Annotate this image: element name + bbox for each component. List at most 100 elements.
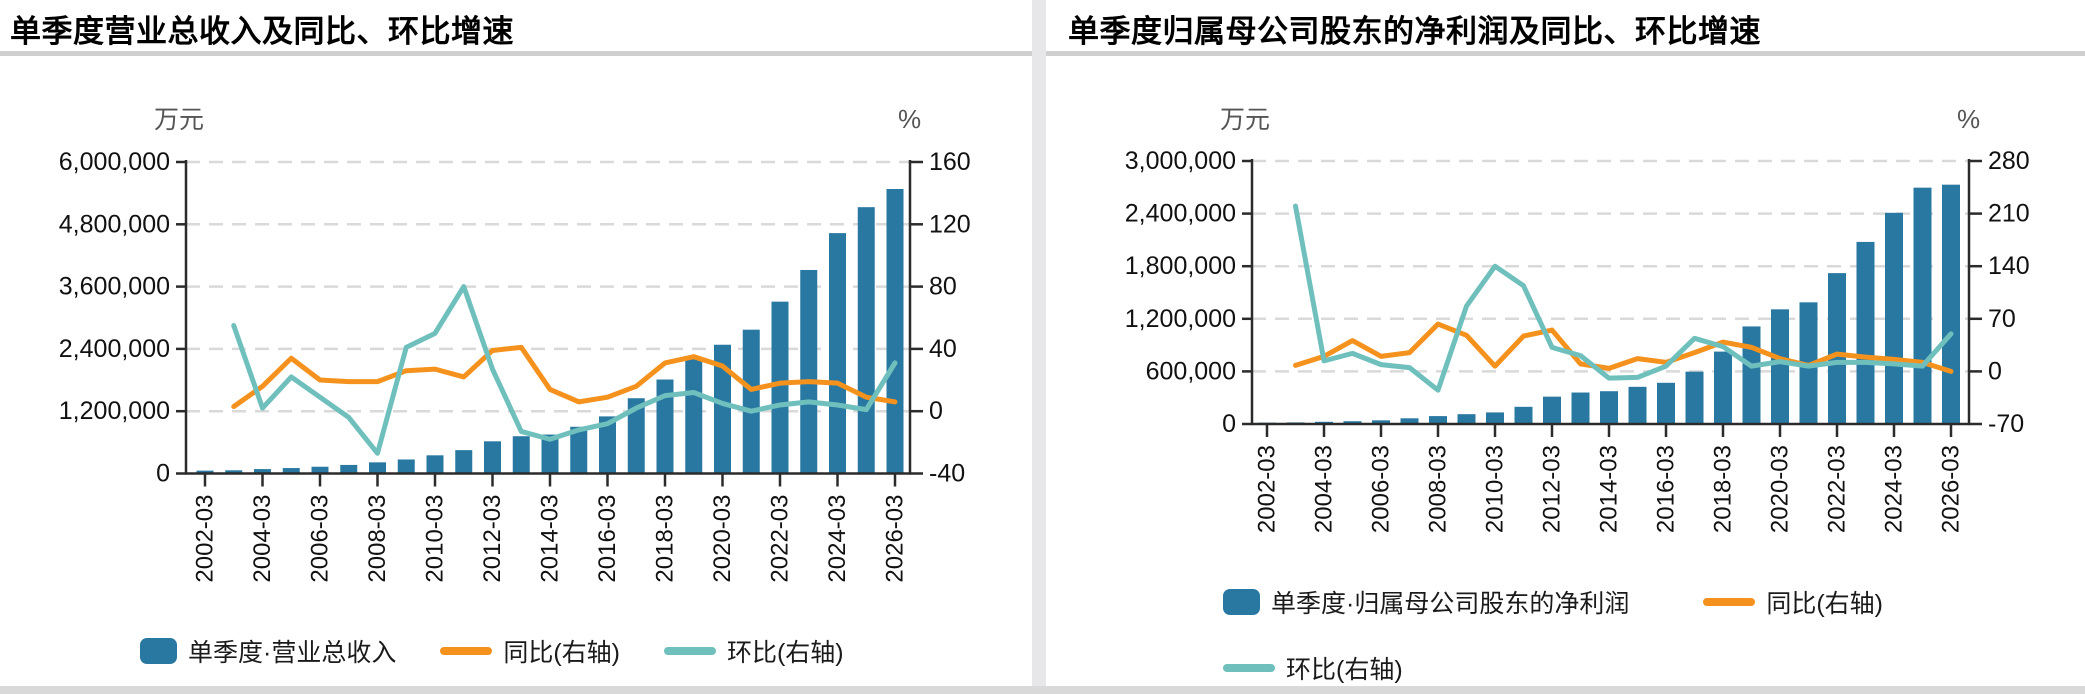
revenue-bar[interactable]: [512, 436, 530, 474]
x-axis-label: 2024-03: [1881, 445, 1908, 533]
revenue-bar[interactable]: [484, 441, 501, 474]
profit-bar[interactable]: [1942, 184, 1960, 424]
x-axis-label: 2026-03: [882, 495, 909, 583]
x-axis-label: 2010-03: [422, 495, 449, 583]
yoy-line[interactable]: [1293, 321, 1954, 374]
revenue-bar[interactable]: [714, 344, 731, 474]
profit-bar[interactable]: [1600, 391, 1618, 424]
legend-item-qoq[interactable]: 环比(右轴): [663, 633, 844, 669]
left-axis-label: 1,200,000: [59, 397, 170, 425]
revenue-bar[interactable]: [369, 462, 386, 474]
legend-item-net-profit[interactable]: 单季度·归属母公司股东的净利润: [1223, 584, 1629, 620]
x-axis-label: 2008-03: [1425, 445, 1452, 533]
legend-label-yoy: 同比(右轴): [1766, 590, 1883, 618]
left-axis-label: 3,000,000: [1125, 147, 1236, 175]
right-axis-label: 0: [929, 397, 943, 425]
revenue-bar[interactable]: [225, 470, 243, 474]
revenue-bar[interactable]: [829, 233, 846, 474]
legend-label-qoq: 环比(右轴): [726, 639, 844, 667]
x-axis-label: 2026-03: [1938, 445, 1965, 533]
x-axis-label: 2018-03: [1710, 445, 1737, 533]
x-axis-label: 2022-03: [1824, 445, 1851, 533]
profit-bar[interactable]: [1486, 412, 1504, 424]
profit-bar[interactable]: [1913, 187, 1932, 424]
profit-bar[interactable]: [1657, 382, 1675, 424]
left-axis-label: 1,800,000: [1125, 252, 1236, 280]
legend-item-revenue[interactable]: 单季度·营业总收入: [140, 633, 396, 669]
left-axis-label: 6,000,000: [59, 148, 170, 176]
yoy-line-swatch-icon: [440, 647, 493, 655]
bottom-scrollbar-track[interactable]: [0, 686, 2085, 694]
net-profit-chart-legend-row1: 单季度·归属母公司股东的净利润 同比(右轴): [1223, 584, 1883, 620]
x-axis-label: 2012-03: [1539, 445, 1566, 533]
profit-bar[interactable]: [1628, 386, 1647, 424]
profit-bar[interactable]: [1514, 406, 1533, 424]
profit-bar[interactable]: [1571, 392, 1590, 424]
yoy-line[interactable]: [231, 344, 898, 410]
revenue-bar[interactable]: [886, 188, 904, 474]
revenue-bar[interactable]: [541, 434, 559, 474]
right-axis-label: 40: [929, 335, 957, 363]
profit-bar[interactable]: [1429, 416, 1447, 424]
bar-swatch-icon: [1223, 589, 1260, 615]
profit-bar[interactable]: [1685, 371, 1704, 424]
revenue-bar[interactable]: [311, 466, 329, 474]
revenue-bar[interactable]: [599, 416, 616, 474]
revenue-bar[interactable]: [196, 470, 214, 474]
revenue-bar[interactable]: [397, 459, 415, 474]
legend-item-qoq[interactable]: 环比(右轴): [1223, 650, 1403, 686]
legend-item-yoy[interactable]: 同比(右轴): [1703, 584, 1883, 620]
profit-bar[interactable]: [1828, 273, 1846, 424]
profit-bar[interactable]: [1400, 418, 1419, 424]
revenue-bar[interactable]: [627, 398, 645, 474]
profit-bar[interactable]: [1742, 326, 1761, 424]
yoy-line-swatch-icon: [1703, 598, 1756, 606]
legend-label-qoq: 环比(右轴): [1286, 656, 1403, 684]
qoq-line[interactable]: [1293, 203, 1954, 393]
profit-bar[interactable]: [1885, 212, 1903, 424]
revenue-bar[interactable]: [771, 301, 789, 474]
profit-bar[interactable]: [1543, 396, 1561, 424]
legend-item-yoy[interactable]: 同比(右轴): [440, 633, 620, 669]
right-axis-label: -40: [929, 460, 965, 488]
revenue-bar[interactable]: [742, 329, 760, 474]
profit-bar[interactable]: [1372, 420, 1390, 424]
x-axis-label: 2008-03: [364, 495, 391, 583]
revenue-bar[interactable]: [800, 269, 818, 474]
x-axis-label: 2016-03: [1653, 445, 1680, 533]
x-axis-label: 2004-03: [249, 495, 276, 583]
revenue-bar[interactable]: [656, 379, 674, 474]
right-axis-label: 70: [1988, 305, 2016, 333]
profit-bar[interactable]: [1771, 309, 1789, 424]
profit-bar[interactable]: [1457, 414, 1476, 424]
right-axis-label: 80: [929, 273, 957, 301]
revenue-bar[interactable]: [282, 468, 300, 474]
panel-divider: [1032, 0, 1046, 694]
profit-bar[interactable]: [1856, 241, 1875, 424]
left-unit-label: 万元: [154, 106, 204, 134]
qoq-line[interactable]: [231, 284, 898, 456]
qoq-line-swatch-icon: [1223, 664, 1275, 672]
revenue-bar[interactable]: [254, 469, 271, 474]
x-axis-label: 2004-03: [1311, 445, 1338, 533]
profit-bar[interactable]: [1714, 351, 1732, 424]
x-axis-label: 2002-03: [192, 495, 219, 583]
legend-label-revenue: 单季度·营业总收入: [188, 639, 397, 667]
revenue-bar[interactable]: [340, 464, 358, 474]
profit-bar[interactable]: [1343, 421, 1362, 424]
revenue-bar[interactable]: [426, 455, 444, 474]
left-axis-label: 2,400,000: [59, 335, 170, 363]
revenue-bar[interactable]: [570, 426, 588, 474]
x-axis-label: 2002-03: [1254, 445, 1281, 533]
legend-label-yoy: 同比(右轴): [503, 639, 620, 667]
x-axis-label: 2006-03: [307, 495, 334, 583]
left-axis-label: 3,600,000: [59, 273, 170, 301]
x-axis-label: 2018-03: [652, 495, 679, 583]
revenue-bar[interactable]: [455, 450, 473, 474]
x-axis-label: 2012-03: [479, 495, 506, 583]
revenue-bar[interactable]: [857, 207, 875, 474]
revenue-bar[interactable]: [685, 358, 703, 474]
revenue-chart: 6,000,000 4,800,000 3,600,000 2,400,000 1,20…: [59, 104, 971, 583]
bar-swatch-icon: [140, 638, 177, 664]
